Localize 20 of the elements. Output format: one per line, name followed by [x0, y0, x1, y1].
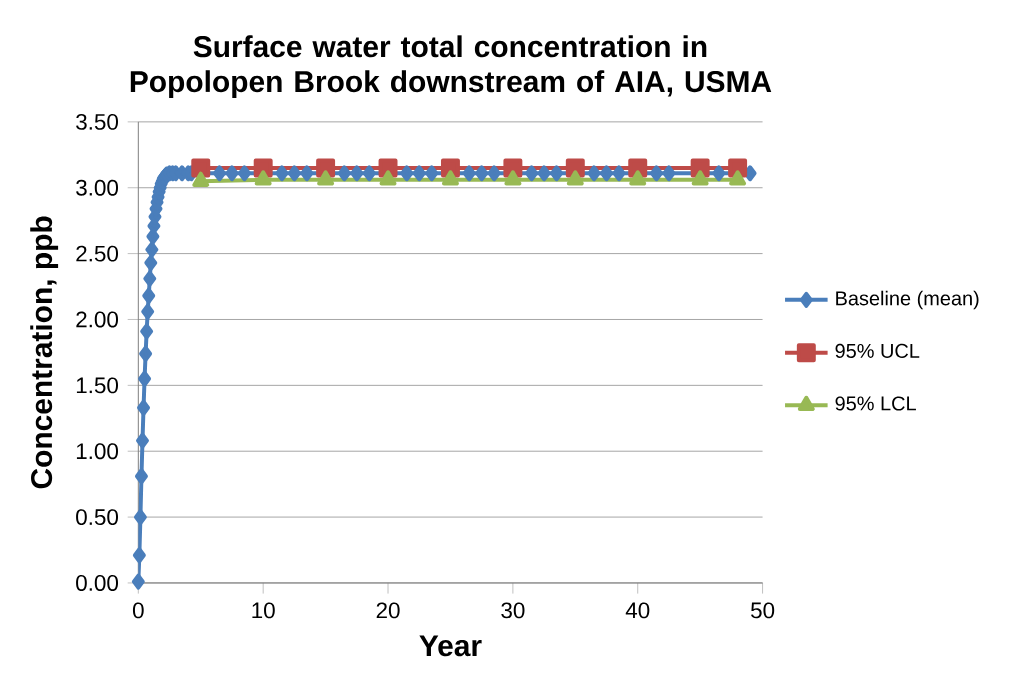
y-axis-title: Concentration, ppb: [30, 216, 59, 489]
x-tick-label: 30: [501, 602, 525, 619]
x-tick-label: 0: [132, 602, 144, 619]
y-tick-label: 3.50: [76, 114, 119, 130]
y-tick-label: 0.00: [76, 575, 119, 592]
y-tick-label: 0.50: [76, 509, 119, 526]
x-tick-label: 50: [751, 602, 775, 619]
legend-label: 95% UCL: [835, 343, 920, 359]
x-tick-label: 10: [252, 602, 275, 619]
legend-label: Baseline (mean): [836, 290, 979, 310]
x-axis-title: Year: [419, 635, 482, 657]
y-tick-label: 2.00: [76, 311, 119, 328]
y-tick-label: 1.50: [76, 377, 119, 394]
y-tick-label: 2.50: [76, 245, 119, 262]
legend-label: 95% LCL: [835, 396, 916, 411]
x-tick-label: 20: [376, 602, 400, 619]
chart-title: Surface water total concentration in Popolopen Brook downstream of AIA, USMA: [130, 35, 772, 99]
y-tick-label: 3.00: [76, 179, 119, 196]
x-tick-label: 40: [625, 602, 650, 619]
y-tick-label: 1.00: [76, 443, 119, 460]
